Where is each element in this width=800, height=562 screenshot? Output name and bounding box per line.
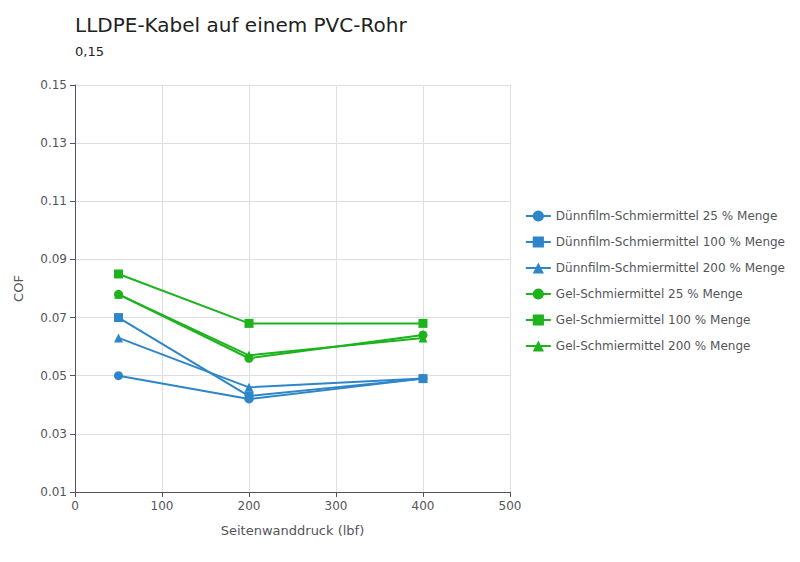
- svg-text:0.07: 0.07: [40, 311, 67, 325]
- svg-text:Dünnfilm-Schmiermittel 200 % M: Dünnfilm-Schmiermittel 200 % Menge: [556, 261, 785, 275]
- svg-text:Dünnfilm-Schmiermittel 25 % Me: Dünnfilm-Schmiermittel 25 % Menge: [556, 209, 778, 223]
- svg-text:Seitenwanddruck (lbf): Seitenwanddruck (lbf): [221, 523, 365, 538]
- svg-text:Gel-Schmiermittel 100 % Menge: Gel-Schmiermittel 100 % Menge: [556, 313, 751, 327]
- svg-text:0.05: 0.05: [40, 369, 67, 383]
- svg-text:LLDPE-Kabel auf einem PVC-Rohr: LLDPE-Kabel auf einem PVC-Rohr: [75, 13, 407, 37]
- svg-text:0.15: 0.15: [40, 78, 67, 92]
- svg-text:300: 300: [325, 499, 348, 513]
- svg-text:Gel-Schmiermittel 200 % Menge: Gel-Schmiermittel 200 % Menge: [556, 339, 751, 353]
- svg-text:COF: COF: [11, 275, 26, 302]
- svg-text:200: 200: [238, 499, 261, 513]
- svg-text:0,15: 0,15: [75, 44, 104, 59]
- svg-text:0.03: 0.03: [40, 427, 67, 441]
- svg-text:500: 500: [499, 499, 522, 513]
- svg-text:Gel-Schmiermittel 25 % Menge: Gel-Schmiermittel 25 % Menge: [556, 287, 743, 301]
- svg-text:0.13: 0.13: [40, 136, 67, 150]
- svg-text:400: 400: [412, 499, 435, 513]
- svg-text:0: 0: [71, 499, 79, 513]
- svg-text:0.01: 0.01: [40, 485, 67, 499]
- svg-text:0.09: 0.09: [40, 252, 67, 266]
- svg-text:100: 100: [151, 499, 174, 513]
- svg-text:Dünnfilm-Schmiermittel 100 % M: Dünnfilm-Schmiermittel 100 % Menge: [556, 235, 785, 249]
- svg-text:0.11: 0.11: [40, 194, 67, 208]
